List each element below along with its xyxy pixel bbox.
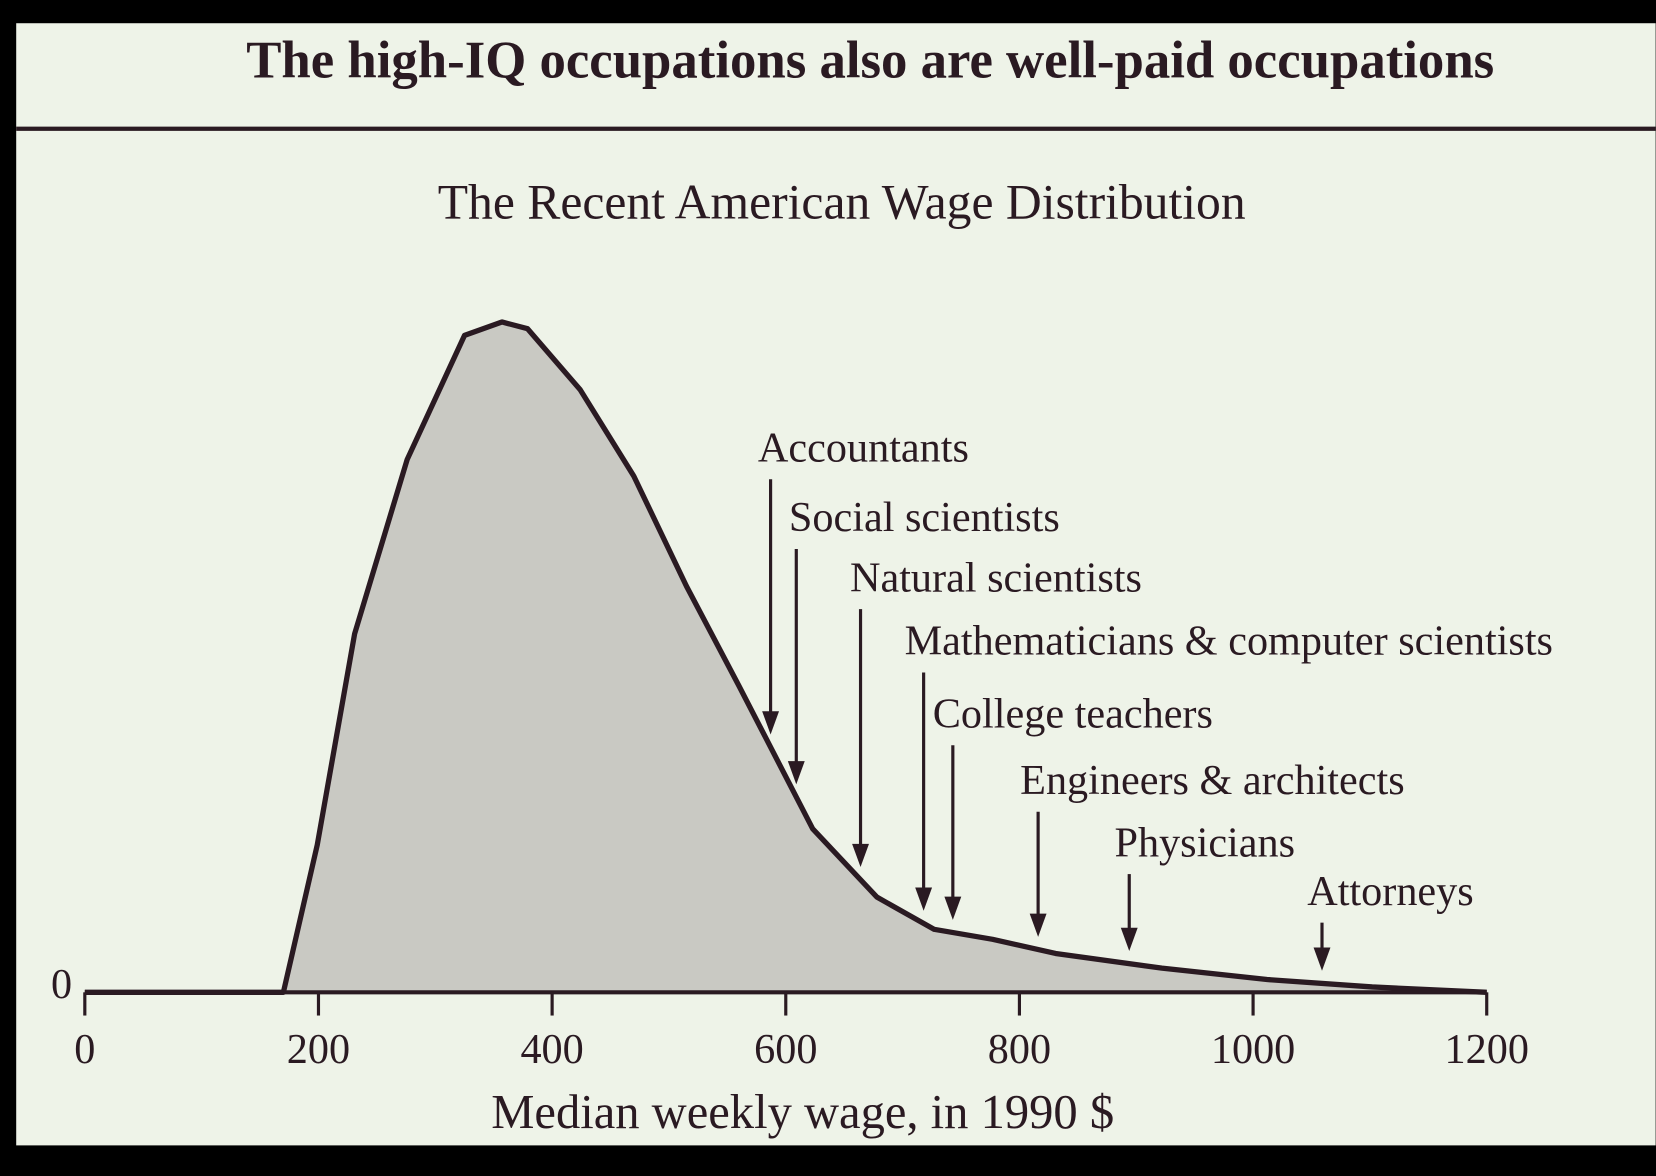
arrow-head — [944, 896, 962, 920]
arrow-head — [852, 843, 869, 868]
arrow-head — [1313, 947, 1331, 971]
arrow-head — [915, 887, 933, 911]
arrow-head — [762, 711, 780, 735]
x-tick-label: 200 — [287, 1026, 350, 1073]
x-axis-label: Median weekly wage, in 1990 $ — [491, 1085, 1114, 1139]
x-tick-label: 400 — [520, 1026, 583, 1073]
arrow-head — [1120, 927, 1138, 951]
x-tick-label: 600 — [754, 1026, 817, 1073]
chart-subtitle: The Recent American Wage Distribution — [438, 174, 1246, 229]
area-fill — [84, 321, 1487, 993]
annotation-label: Attorneys — [1307, 868, 1474, 915]
annotation-label: Physicians — [1114, 819, 1295, 866]
x-tick-label: 1200 — [1445, 1026, 1529, 1073]
x-tick-label: 1000 — [1211, 1026, 1295, 1073]
x-tick-label: 0 — [74, 1026, 95, 1073]
arrow-head — [1029, 913, 1047, 937]
annotation-label: Natural scientists — [850, 554, 1142, 601]
x-tick-label: 800 — [988, 1026, 1051, 1073]
annotation-label: Accountants — [758, 425, 969, 472]
annotation-label: Mathematicians & computer scientists — [905, 618, 1553, 665]
y-tick-label: 0 — [51, 961, 72, 1008]
annotation-label: College teachers — [933, 691, 1213, 738]
annotation-label: Engineers & architects — [1020, 757, 1405, 804]
density-line — [84, 319, 1487, 995]
annotation-label: Social scientists — [789, 494, 1060, 541]
chart-title: The high-IQ occupations also are well-pa… — [246, 32, 1494, 90]
arrow-head — [787, 761, 805, 785]
